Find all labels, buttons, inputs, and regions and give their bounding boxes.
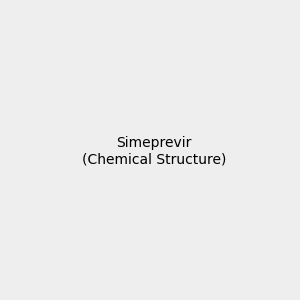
Text: Simeprevir
(Chemical Structure): Simeprevir (Chemical Structure) <box>82 136 226 166</box>
